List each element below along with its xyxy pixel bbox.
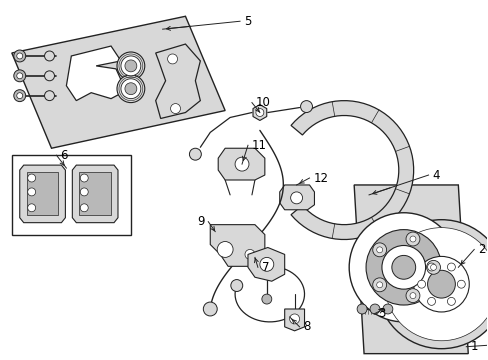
Polygon shape: [252, 105, 266, 121]
Circle shape: [117, 75, 144, 103]
Circle shape: [366, 230, 441, 305]
Circle shape: [300, 100, 312, 113]
Circle shape: [217, 242, 233, 257]
Circle shape: [203, 302, 217, 316]
Circle shape: [427, 297, 435, 305]
Circle shape: [235, 157, 248, 171]
Polygon shape: [279, 185, 314, 210]
Circle shape: [427, 270, 454, 298]
Circle shape: [167, 54, 177, 64]
Circle shape: [427, 263, 435, 271]
Circle shape: [259, 257, 273, 271]
Polygon shape: [155, 44, 200, 118]
Polygon shape: [12, 16, 224, 148]
Text: 4: 4: [432, 168, 439, 181]
Circle shape: [289, 314, 299, 324]
Text: 10: 10: [255, 96, 270, 109]
Polygon shape: [210, 225, 264, 266]
Text: 2: 2: [477, 243, 485, 256]
Circle shape: [17, 53, 22, 59]
Circle shape: [262, 294, 271, 304]
Bar: [12, 155, 131, 235]
Text: 12: 12: [313, 171, 328, 185]
Circle shape: [372, 278, 386, 292]
Circle shape: [413, 256, 468, 312]
Circle shape: [28, 174, 36, 182]
Text: 6: 6: [61, 149, 68, 162]
Circle shape: [80, 174, 88, 182]
Text: 8: 8: [303, 320, 310, 333]
Circle shape: [381, 246, 425, 289]
Circle shape: [14, 50, 26, 62]
Circle shape: [290, 192, 302, 204]
Polygon shape: [284, 309, 304, 331]
Circle shape: [80, 188, 88, 196]
Circle shape: [356, 304, 366, 314]
Circle shape: [170, 104, 180, 113]
Circle shape: [28, 188, 36, 196]
Circle shape: [17, 73, 22, 79]
Polygon shape: [218, 148, 264, 180]
Polygon shape: [353, 185, 468, 354]
Circle shape: [384, 228, 488, 341]
Circle shape: [124, 83, 137, 95]
Polygon shape: [290, 101, 413, 239]
Circle shape: [409, 293, 415, 298]
Polygon shape: [20, 165, 65, 223]
Circle shape: [189, 148, 201, 160]
Polygon shape: [79, 172, 111, 215]
Circle shape: [121, 79, 141, 99]
Circle shape: [44, 91, 54, 100]
Circle shape: [447, 263, 454, 271]
Circle shape: [372, 243, 386, 257]
Circle shape: [456, 280, 464, 288]
Polygon shape: [72, 165, 118, 223]
Text: 9: 9: [196, 215, 204, 228]
Text: 7: 7: [262, 261, 269, 274]
Circle shape: [376, 220, 488, 349]
Circle shape: [14, 90, 26, 102]
Circle shape: [417, 280, 425, 288]
Polygon shape: [247, 247, 284, 281]
Circle shape: [244, 249, 254, 260]
Circle shape: [391, 255, 415, 279]
Circle shape: [382, 304, 392, 314]
Circle shape: [121, 56, 141, 76]
Circle shape: [44, 71, 54, 81]
Circle shape: [264, 260, 275, 272]
Text: 11: 11: [251, 139, 266, 152]
Circle shape: [124, 60, 137, 72]
Circle shape: [17, 93, 22, 99]
Circle shape: [405, 289, 419, 302]
Circle shape: [426, 260, 440, 274]
Circle shape: [117, 52, 144, 80]
Circle shape: [44, 51, 54, 61]
Circle shape: [14, 70, 26, 82]
Text: 3: 3: [377, 307, 385, 320]
Text: 1: 1: [469, 340, 477, 353]
Circle shape: [405, 232, 419, 246]
Circle shape: [28, 204, 36, 212]
Polygon shape: [66, 46, 126, 100]
Circle shape: [80, 204, 88, 212]
Circle shape: [369, 304, 379, 314]
Circle shape: [409, 236, 415, 242]
Circle shape: [429, 264, 436, 270]
Circle shape: [255, 109, 264, 117]
Circle shape: [447, 297, 454, 305]
Circle shape: [376, 247, 382, 253]
Circle shape: [230, 280, 242, 292]
Polygon shape: [27, 172, 59, 215]
Text: 5: 5: [244, 15, 251, 28]
Circle shape: [348, 213, 457, 322]
Circle shape: [376, 282, 382, 288]
